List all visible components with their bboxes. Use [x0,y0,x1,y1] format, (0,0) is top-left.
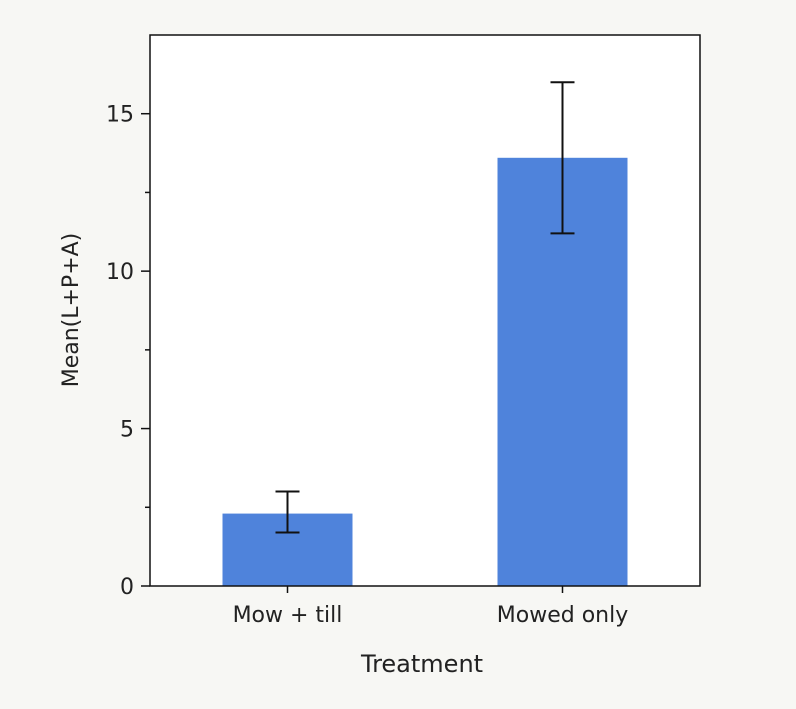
y-tick-label: 5 [120,418,134,443]
x-tick-label: Mowed only [497,603,628,628]
y-axis: 0 5 10 15 [106,103,150,600]
y-tick-label: 0 [120,575,134,600]
y-tick-label: 10 [106,260,134,285]
y-axis-title: Mean(L+P+A) [59,233,84,388]
x-axis-title: Treatment [360,650,483,678]
error-bars-group [275,81,575,534]
x-tick-label: Mow + till [233,603,343,628]
y-tick-label: 15 [106,103,134,128]
x-axis: Mow + till Mowed only [233,586,628,628]
plot-frame [149,34,701,587]
